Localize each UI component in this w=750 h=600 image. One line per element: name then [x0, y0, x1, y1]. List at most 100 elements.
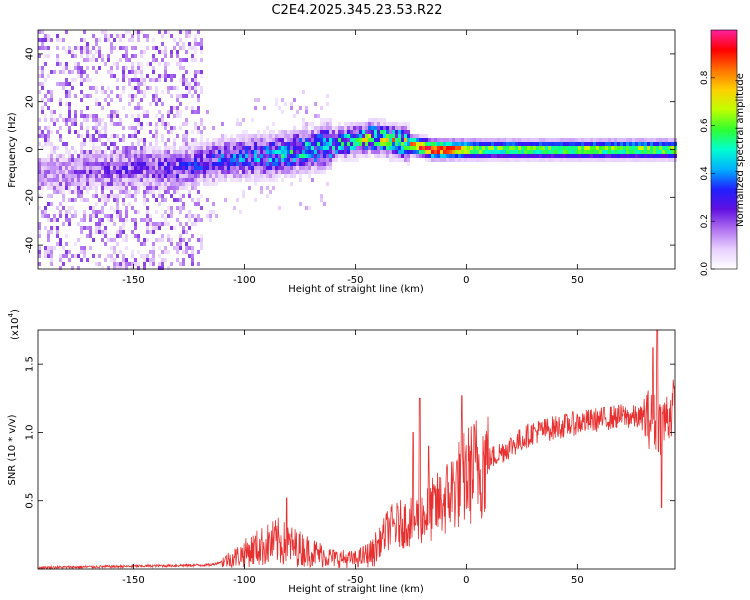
spectrogram-cell [380, 142, 383, 146]
spectrogram-cell [191, 250, 194, 254]
spectrogram-cell [200, 130, 203, 134]
spectrogram-cell [209, 218, 212, 222]
spectrogram-cell [173, 46, 176, 50]
spectrogram-cell [50, 182, 53, 186]
spectrogram-cell [56, 190, 59, 194]
spectrogram-cell [77, 158, 80, 162]
spectrogram-cell [176, 134, 179, 138]
spectrogram-cell [164, 30, 167, 34]
spectrogram-cell [71, 174, 74, 178]
spectrogram-cell [119, 230, 122, 234]
spectrogram-cell [188, 218, 191, 222]
spectrogram-cell [653, 138, 656, 142]
spectrogram-cell [80, 154, 83, 158]
spectrogram-cell [146, 38, 149, 42]
spectrogram-cell [584, 142, 587, 146]
spectrogram-cell [257, 162, 260, 166]
spectrogram-cell [83, 226, 86, 230]
spectrogram-cell [68, 114, 71, 118]
spectrogram-cell [542, 146, 545, 150]
spectrogram-cell [101, 58, 104, 62]
spectrogram-cell [110, 182, 113, 186]
spectrogram-cell [203, 166, 206, 170]
spectrogram-cell [377, 130, 380, 134]
spectrogram-cell [263, 146, 266, 150]
spectrogram-cell [320, 106, 323, 110]
spectrogram-cell [155, 238, 158, 242]
spectrogram-cell [74, 54, 77, 58]
spectrogram-cell [122, 254, 125, 258]
spectrogram-cell [602, 138, 605, 142]
spectrogram-cell [311, 178, 314, 182]
spectrogram-cell [71, 214, 74, 218]
spectrogram-cell [98, 118, 101, 122]
spectrogram-cell [65, 174, 68, 178]
spectrogram-cell [644, 138, 647, 142]
spectrogram-cell [71, 70, 74, 74]
spectrogram-cell [62, 118, 65, 122]
spectrogram-cell [56, 62, 59, 66]
spectrogram-cell [182, 174, 185, 178]
spectrogram-cell [98, 230, 101, 234]
spectrogram-cell [302, 122, 305, 126]
spectrogram-cell [125, 54, 128, 58]
spectrogram-cell [251, 154, 254, 158]
spectrogram-cell [248, 134, 251, 138]
spectrogram-cell [527, 146, 530, 150]
spectrogram-cell [230, 154, 233, 158]
spectrogram-cell [545, 158, 548, 162]
spectrogram-cell [143, 266, 146, 270]
spectrogram-cell [131, 78, 134, 82]
spectrogram-cell [143, 162, 146, 166]
spectrogram-cell [245, 178, 248, 182]
spectrogram-cell [314, 142, 317, 146]
spectrogram-cell [104, 234, 107, 238]
spectrogram-cell [149, 250, 152, 254]
spectrogram-cell [473, 154, 476, 158]
spectrogram-cell [329, 134, 332, 138]
spectrogram-cell [191, 142, 194, 146]
spectrogram-cell [266, 174, 269, 178]
spectrogram-cell [263, 130, 266, 134]
spectrogram-cell [329, 122, 332, 126]
spectrogram-cell [212, 210, 215, 214]
spectrogram-cell [59, 158, 62, 162]
spectrogram-cell [245, 162, 248, 166]
spectrogram-cell [185, 118, 188, 122]
spectrogram-cell [170, 242, 173, 246]
spectrogram-cell [170, 158, 173, 162]
spectrogram-cell [125, 170, 128, 174]
spectrogram-cell [467, 142, 470, 146]
spectrogram-cell [47, 194, 50, 198]
spectrogram-cell [167, 190, 170, 194]
spectrogram-cell [239, 158, 242, 162]
spectrogram-cell [146, 210, 149, 214]
spectrogram-cell [185, 122, 188, 126]
spectrogram-cell [110, 154, 113, 158]
spectrogram-cell [608, 146, 611, 150]
spectrogram-cell [179, 174, 182, 178]
spectrogram-cell [395, 130, 398, 134]
spectrogram-cell [650, 154, 653, 158]
spectrogram-cell [167, 162, 170, 166]
spectrogram-cell [281, 130, 284, 134]
spectrogram-cell [647, 146, 650, 150]
spectrogram-cell [143, 90, 146, 94]
spectrogram-cell [290, 166, 293, 170]
spectrogram-cell [149, 182, 152, 186]
spectrogram-cell [80, 114, 83, 118]
spectrogram-cell [149, 166, 152, 170]
spectrogram-cell [191, 138, 194, 142]
spectrogram-cell [227, 174, 230, 178]
spectrogram-cell [59, 266, 62, 270]
spectrogram-cell [581, 138, 584, 142]
spectrogram-cell [164, 166, 167, 170]
spectrogram-cell [443, 138, 446, 142]
spectrogram-cell [74, 182, 77, 186]
spectrogram-cell [341, 146, 344, 150]
spectrogram-cell [194, 138, 197, 142]
spectrogram-cell [407, 130, 410, 134]
spectrogram-cell [347, 142, 350, 146]
spectrogram-cell [131, 114, 134, 118]
spectrogram-cell [206, 178, 209, 182]
